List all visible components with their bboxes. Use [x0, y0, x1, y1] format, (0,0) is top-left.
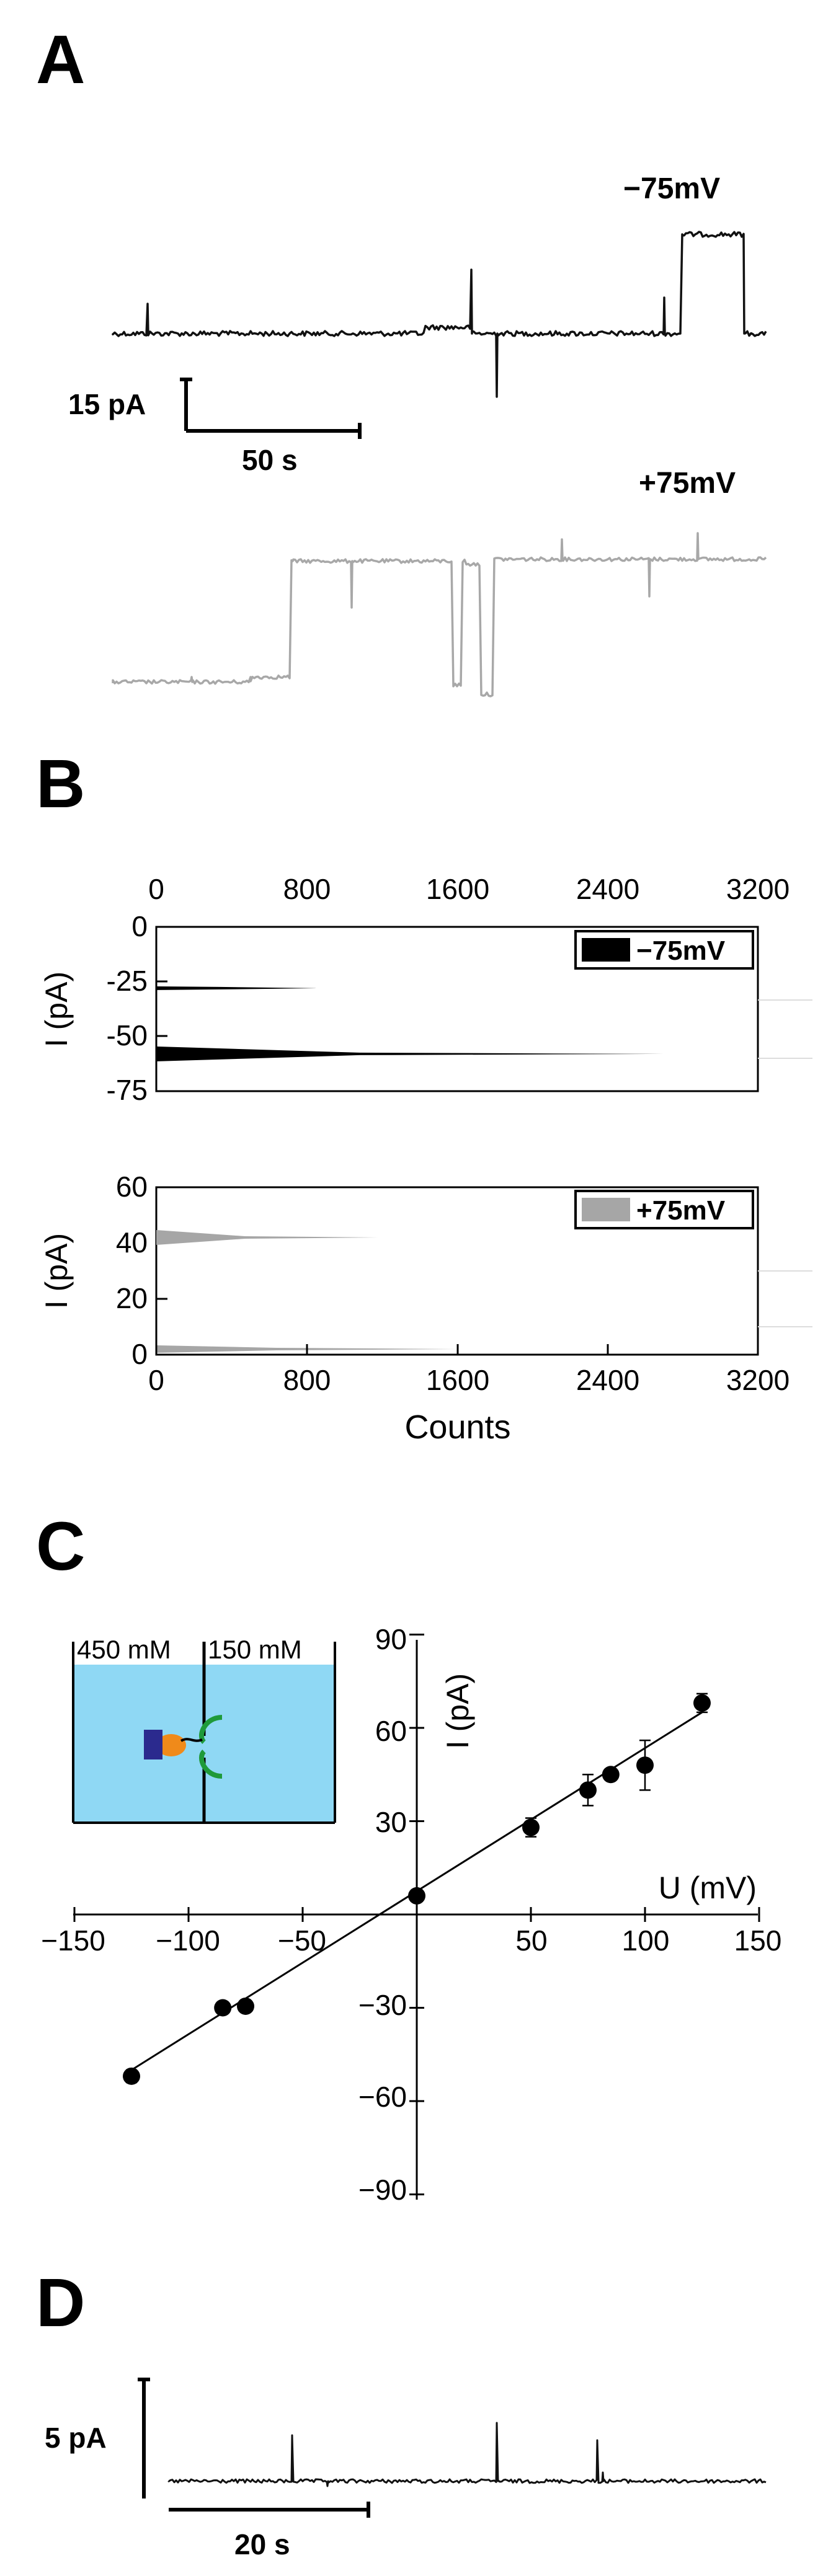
iv-xlabel: U (mV)	[659, 1870, 757, 1905]
iv-ytick-m90: −90	[358, 2174, 407, 2206]
trace1-voltage-label: −75mV	[623, 172, 720, 205]
iv-data-points	[123, 1693, 711, 2085]
bottom-hist-xtick-1: 800	[283, 1364, 331, 1396]
inset-schematic: 450 mM 150 mM	[72, 1635, 336, 1824]
iv-xtick-m50: −50	[278, 1924, 326, 1957]
trace-minus75	[112, 231, 767, 398]
iv-ytick-90: 90	[375, 1623, 407, 1655]
top-hist-ytick-2: -50	[107, 1019, 148, 1051]
iv-point-2	[237, 1997, 254, 2015]
iv-point-0	[123, 2067, 140, 2085]
top-hist-xtick-0: 0	[148, 873, 164, 905]
iv-ytick-60: 60	[375, 1715, 407, 1747]
iv-point-marker	[237, 1997, 254, 2015]
iv-ytick-m30: −30	[358, 1989, 407, 2021]
bottom-hist-ytick-3: 60	[116, 1171, 148, 1203]
top-hist-frame	[155, 926, 759, 1092]
iv-point-marker	[636, 1756, 654, 1774]
bottom-hist-peak-42	[156, 1230, 378, 1245]
iv-point-marker	[123, 2067, 140, 2085]
iv-ytick-m60: −60	[358, 2081, 407, 2113]
iv-point-3	[408, 1887, 425, 1905]
inset-analyte-tether	[180, 1738, 203, 1742]
inset-pore-top	[199, 1715, 223, 1744]
iv-point-marker	[408, 1887, 425, 1905]
top-hist-ytick-0: 0	[131, 910, 148, 942]
top-hist-peak-minus28	[156, 986, 316, 990]
trace-plus75	[112, 532, 767, 697]
iv-xtick-m150: −150	[41, 1924, 105, 1957]
iv-point-1	[214, 1999, 232, 2017]
iv-point-6	[602, 1766, 620, 1784]
iv-tick-marks	[73, 1634, 760, 2195]
iv-ytick-30: 30	[375, 1806, 407, 1838]
iv-xtick-100: 100	[622, 1924, 670, 1957]
panel-label-a: A	[36, 22, 86, 98]
bottom-hist-xlabel: Counts	[404, 1409, 510, 1446]
iv-point-marker	[214, 1999, 232, 2017]
iv-point-4	[522, 1817, 540, 1838]
bottom-hist-ytick-0: 0	[131, 1338, 148, 1370]
top-hist-peak-minus58	[156, 1046, 664, 1061]
bottom-hist-ylabel: I (pA)	[39, 1233, 74, 1309]
top-hist-xtick-4: 3200	[726, 873, 790, 905]
iv-xtick-m100: −100	[156, 1924, 220, 1957]
bottom-hist-ytick-2: 40	[116, 1226, 148, 1259]
iv-point-8	[693, 1693, 711, 1714]
trace2-voltage-label: +75mV	[639, 467, 736, 500]
iv-point-marker	[579, 1781, 597, 1799]
iv-point-marker	[693, 1694, 711, 1712]
panel-label-c: C	[36, 1508, 86, 1585]
top-hist-ytick-3: -75	[107, 1074, 148, 1106]
iv-point-marker	[522, 1818, 540, 1836]
time-scalebar-label: 50 s	[242, 444, 298, 476]
iv-point-marker	[602, 1766, 620, 1784]
top-hist-legend-swatch	[582, 938, 630, 962]
top-hist-legend-label: −75mV	[636, 936, 726, 966]
panel-a-traces: −75mV 15 pA 50 s +75mV	[68, 172, 767, 697]
d-current-trace	[167, 2422, 767, 2487]
top-hist-xtick-3: 2400	[576, 873, 639, 905]
current-scalebar-label: 15 pA	[68, 388, 146, 420]
bottom-hist-ytick-1: 20	[116, 1282, 148, 1314]
iv-xtick-50: 50	[515, 1924, 547, 1957]
inset-left-concentration: 450 mM	[77, 1635, 171, 1664]
iv-ylabel: I (pA)	[440, 1673, 475, 1749]
top-hist-ylabel: I (pA)	[39, 972, 74, 1047]
bottom-hist-legend-label: +75mV	[636, 1195, 726, 1226]
panel-b-histograms: 0 800 1600 2400 3200 0 -25 -50 -75 I (pA…	[39, 873, 812, 1446]
inset-analyte-blob	[156, 1734, 186, 1756]
bottom-hist-xtick-4: 3200	[726, 1364, 790, 1396]
iv-xtick-150: 150	[734, 1924, 782, 1957]
inset-right-concentration: 150 mM	[208, 1635, 302, 1664]
d-current-scalebar-label: 5 pA	[45, 2422, 107, 2454]
top-hist-xtick-1: 800	[283, 873, 331, 905]
inset-pore-bottom	[199, 1750, 223, 1779]
top-hist-ytick-1: -25	[107, 965, 148, 997]
bottom-hist-xtick-2: 1600	[426, 1364, 489, 1396]
bottom-hist-xtick-0: 0	[148, 1364, 164, 1396]
top-hist-xtick-2: 1600	[426, 873, 489, 905]
panel-label-d: D	[36, 2265, 86, 2341]
bottom-hist-xtick-3: 2400	[576, 1364, 639, 1396]
inset-analyte-block	[144, 1730, 162, 1759]
panel-label-b: B	[36, 746, 86, 822]
iv-point-7	[636, 1739, 654, 1791]
iv-point-5	[579, 1774, 597, 1807]
bottom-hist-legend-swatch	[582, 1198, 630, 1221]
d-time-scalebar-label: 20 s	[234, 2528, 290, 2561]
